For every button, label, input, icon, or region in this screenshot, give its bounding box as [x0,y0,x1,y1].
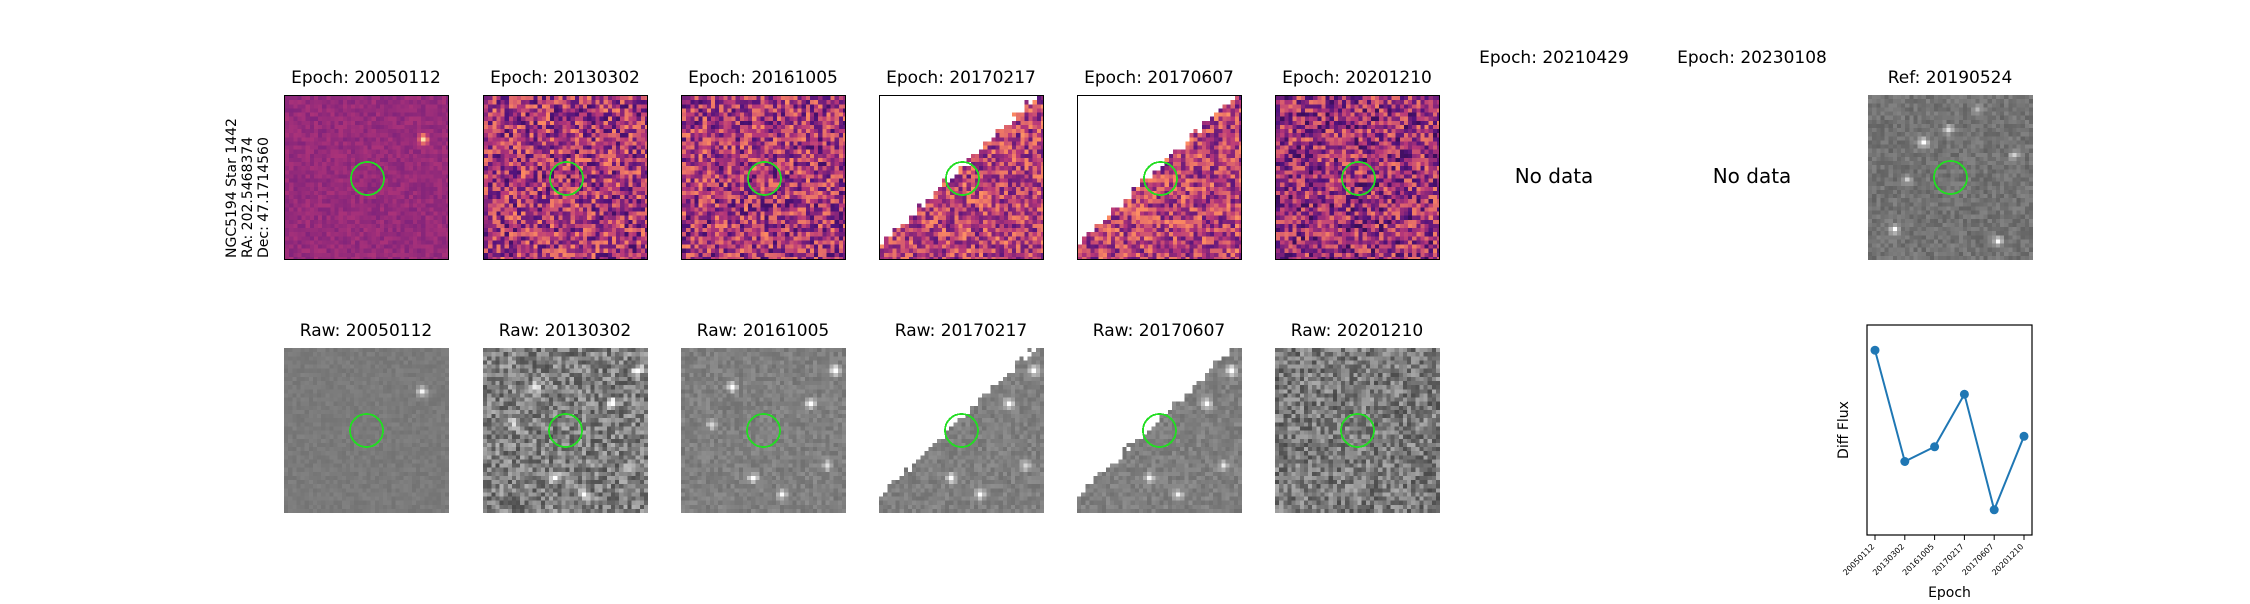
light-curve-point-5 [2020,432,2029,441]
raw-cutout-4 [1077,348,1242,513]
raw-title-2: Raw: 20161005 [697,321,830,341]
raw-cutout-0 [284,348,449,513]
ref-title: Ref: 20190524 [1888,68,2013,88]
raw-cutout-5 [1275,348,1440,513]
diff-title-2: Epoch: 20161005 [688,68,838,88]
raw-title-5: Raw: 20201210 [1291,321,1424,341]
light-curve-frame [1867,325,2032,535]
diff-title-5: Epoch: 20201210 [1282,68,1432,88]
diff-cutout-2 [681,95,846,260]
reference-cutout [1868,95,2033,260]
raw-title-0: Raw: 20050112 [300,321,433,341]
x-axis-label: Epoch [1928,585,1971,600]
y-axis-label: Diff Flux [1836,401,1852,459]
raw-cutout-3 [879,348,1044,513]
diff-cutout-5 [1275,95,1440,260]
no-data-text: No data [1515,164,1594,188]
no-data-text: No data [1713,164,1792,188]
light-curve-point-4 [1990,505,1999,514]
target-name: NGC5194 Star 1442 [224,118,240,258]
diff-title-0: Epoch: 20050112 [291,68,441,88]
diff-title-1: Epoch: 20130302 [490,68,640,88]
diff-cutout-1 [483,95,648,260]
target-ra: RA: 202.5468374 [240,137,256,258]
x-tick-label-5: 20201210 [1990,542,2025,577]
diff-cutout-3 [879,95,1044,260]
raw-title-1: Raw: 20130302 [499,321,632,341]
target-label: NGC5194 Star 1442 RA: 202.5468374 Dec: 4… [222,108,282,258]
light-curve-line [1875,350,2024,510]
diff-title-6: Epoch: 20210429 [1479,48,1629,68]
raw-cutout-2 [681,348,846,513]
diff-cutout-0 [284,95,449,260]
target-dec: Dec: 47.1714560 [256,137,272,258]
diff-title-4: Epoch: 20170607 [1084,68,1234,88]
raw-cutout-1 [483,348,648,513]
light-curve-point-3 [1960,390,1969,399]
diff-cutout-4 [1077,95,1242,260]
diff-title-7: Epoch: 20230108 [1677,48,1827,68]
diff-title-3: Epoch: 20170217 [886,68,1036,88]
light-curve-point-1 [1900,457,1909,466]
raw-title-4: Raw: 20170607 [1093,321,1226,341]
light-curve-point-0 [1871,346,1880,355]
light-curve-point-2 [1930,442,1939,451]
raw-title-3: Raw: 20170217 [895,321,1028,341]
